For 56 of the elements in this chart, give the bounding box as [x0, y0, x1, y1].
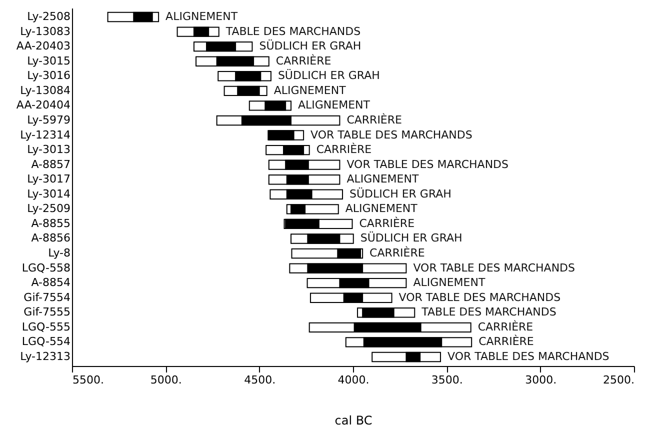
annotation: CARRIÈRE	[478, 334, 534, 348]
y-tick-label: A-8854	[31, 276, 70, 290]
y-tick-label: Ly-5979	[27, 113, 70, 126]
y-tick-label: Ly-3017	[27, 172, 70, 186]
y-tick-label: A-8855	[31, 216, 70, 230]
annotation: ALIGNEMENT	[346, 172, 419, 186]
annotation: VOR TABLE DES MARCHANDS	[413, 261, 576, 274]
y-tick-label: Gif-7555	[24, 306, 70, 319]
annotation: ALIGNEMENT	[274, 84, 346, 97]
annotation: VOR TABLE DES MARCHANDS	[398, 290, 561, 304]
y-tick-label: Ly-2509	[27, 202, 70, 216]
y-tick-label: Ly-12313	[20, 350, 70, 363]
y-tick-label: LGQ-555	[22, 320, 70, 334]
x-tick-label: 4500.	[244, 374, 276, 386]
y-tick-label: Ly-13084	[20, 84, 70, 97]
x-tick-label: 5500.	[72, 374, 104, 386]
x-tick-label: 2500.	[603, 374, 634, 386]
y-tick-label: LGQ-554	[22, 335, 70, 348]
x-tick-label: 4000.	[338, 374, 370, 386]
y-tick-label: Gif-7554	[24, 290, 70, 304]
annotation: ALIGNEMENT	[413, 276, 486, 290]
annotation: VOR TABLE DES MARCHANDS	[447, 350, 610, 363]
annotation: CARRIÈRE	[370, 246, 425, 260]
annotation: SÜDLICH ER GRAH	[259, 38, 362, 53]
y-tick-label: Ly-3015	[27, 54, 70, 68]
y-tick-label: Ly-12314	[20, 128, 70, 142]
y-tick-label: Ly-8	[48, 246, 70, 260]
y-tick-label: Ly-2508	[27, 10, 70, 24]
annotation: CARRIÈRE	[359, 216, 415, 230]
annotation: CARRIÈRE	[478, 319, 534, 334]
x-axis-title: cal BC	[334, 414, 372, 428]
x-tick-label: 3000.	[525, 374, 557, 386]
annotation: VOR TABLE DES MARCHANDS	[346, 158, 509, 171]
annotation: SÜDLICH ER GRAH	[278, 68, 380, 82]
annotation: ALIGNEMENT	[166, 10, 238, 24]
annotation: CARRIÈRE	[276, 53, 332, 68]
y-tick-label: LGQ-558	[22, 261, 70, 274]
y-tick-label: Ly-3014	[27, 187, 70, 200]
annotation: ALIGNEMENT	[298, 98, 370, 112]
y-tick-label: AA-20403	[16, 40, 70, 53]
y-tick-label: A-8856	[31, 232, 70, 245]
y-tick-label: AA-20404	[16, 98, 70, 112]
annotation: VOR TABLE DES MARCHANDS	[310, 128, 472, 142]
annotation: SÜDLICH ER GRAH	[350, 186, 452, 200]
annotation: CARRIÈRE	[346, 112, 402, 126]
annotation: SÜDLICH ER GRAH	[360, 230, 462, 245]
y-tick-label: A-8857	[31, 158, 70, 171]
y-tick-label: Ly-3016	[27, 69, 70, 82]
annotation: ALIGNEMENT	[345, 202, 418, 216]
annotation: TABLE DES MARCHANDS	[224, 24, 361, 38]
x-tick-label: 3500.	[431, 374, 463, 386]
annotation: CARRIÈRE	[316, 142, 372, 156]
y-tick-label: Ly-3013	[27, 143, 70, 156]
x-tick-label: 5000.	[150, 374, 182, 386]
y-tick-label: Ly-13083	[20, 24, 70, 38]
annotation: TABLE DES MARCHANDS	[420, 306, 556, 319]
